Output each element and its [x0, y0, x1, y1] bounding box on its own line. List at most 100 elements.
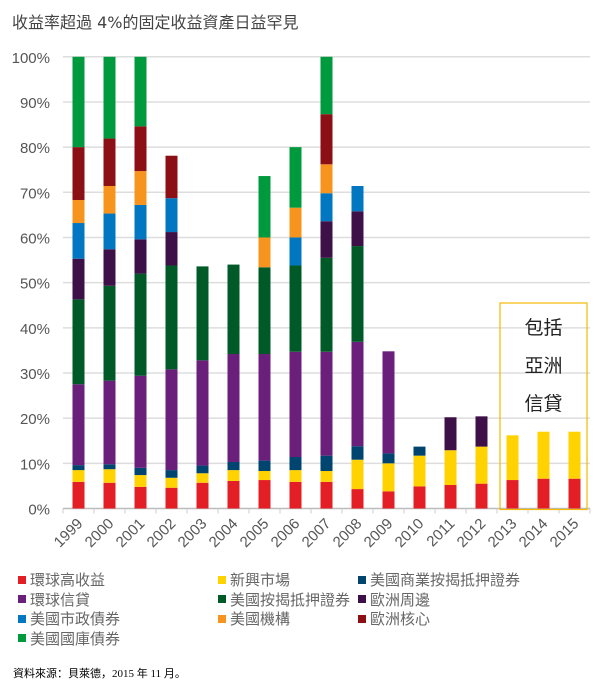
- x-tick-label: 2005: [237, 515, 273, 551]
- y-tick-label: 50%: [20, 276, 50, 293]
- y-tick-label: 30%: [20, 366, 50, 383]
- bar-segment: [227, 480, 240, 509]
- bar-segment: [165, 470, 178, 478]
- stacked-bar-chart: 0%10%20%30%40%50%60%70%80%90%100%1999200…: [12, 50, 591, 551]
- bar-segment: [475, 416, 488, 447]
- source-note: 資料來源：貝萊德，2015 年 11 月。: [13, 668, 186, 680]
- bar-segment: [289, 470, 302, 482]
- bar-segment: [568, 478, 581, 509]
- legend-item: 歐洲周邊: [358, 589, 430, 610]
- x-tick-label: 2011: [423, 515, 458, 550]
- annotation-text: 亞洲: [524, 355, 562, 377]
- x-tick-label: 2000: [82, 515, 118, 551]
- bar-segment: [320, 455, 333, 472]
- bar-segment: [320, 193, 333, 222]
- bar-segment: [351, 185, 364, 212]
- bar-segment: [72, 299, 85, 385]
- legend-swatch: [18, 634, 26, 642]
- bar-segment: [537, 478, 550, 509]
- x-tick-label: 2003: [175, 515, 211, 551]
- legend-label: 新興市場: [230, 571, 291, 589]
- bar-segment: [320, 56, 333, 115]
- legend-item: 環球信貸: [18, 589, 90, 610]
- x-tick-label: 2004: [206, 515, 242, 551]
- bar-segment: [165, 232, 178, 266]
- bar-segment: [72, 147, 85, 200]
- bar-segment: [134, 486, 147, 509]
- bar-segment: [196, 473, 209, 483]
- bar-segment: [227, 264, 240, 355]
- bar-segment: [351, 211, 364, 247]
- x-tick-label: 2002: [144, 515, 180, 551]
- bar-segment: [289, 457, 302, 471]
- bar-segment: [351, 489, 364, 509]
- legend-swatch: [218, 595, 226, 603]
- y-tick-label: 80%: [20, 140, 50, 157]
- legend-item: 美國市政債券: [18, 608, 120, 629]
- legend-label: 美國按揭抵押證券: [230, 590, 351, 609]
- bar-segment: [103, 213, 116, 250]
- bar-segment: [134, 56, 147, 127]
- bar-segment: [289, 237, 302, 266]
- annotation-text: 包括: [524, 317, 562, 339]
- x-tick-label: 2015: [547, 515, 583, 551]
- bar-segment: [103, 482, 116, 509]
- bar-segment: [382, 491, 395, 509]
- x-tick-label: 2012: [454, 515, 490, 551]
- bar-segment: [289, 207, 302, 238]
- bar-segment: [506, 480, 519, 509]
- legend-swatch: [18, 614, 26, 623]
- bar-segment: [227, 461, 240, 471]
- bar-segment: [351, 459, 364, 490]
- bar-segment: [165, 487, 178, 509]
- x-tick-label: 2006: [268, 515, 304, 551]
- bar-segment: [72, 199, 85, 224]
- bar-segment: [196, 360, 209, 466]
- bar-segment: [537, 431, 550, 479]
- x-tick-label: 2008: [330, 515, 366, 551]
- bar-segment: [103, 285, 116, 381]
- bar-segment: [444, 485, 457, 509]
- bar-segment: [227, 354, 240, 462]
- y-tick-label: 70%: [20, 185, 50, 202]
- legend-item: 歐洲核心: [358, 608, 430, 629]
- bar-segment: [475, 483, 488, 509]
- x-tick-label: 2010: [392, 515, 428, 551]
- legend-swatch: [18, 595, 26, 603]
- bar-segment: [382, 351, 395, 454]
- legend-label: 美國市政債券: [30, 610, 121, 628]
- bar-segment: [413, 486, 426, 509]
- bar-segment: [382, 463, 395, 492]
- legend-item: 環球高收益: [18, 569, 105, 590]
- bar-segment: [103, 138, 116, 186]
- bar-segment: [134, 273, 147, 376]
- annotation-text: 信貸: [524, 393, 562, 415]
- bar-segment: [258, 237, 271, 268]
- legend-swatch: [358, 575, 366, 584]
- x-tick-label: 2014: [516, 515, 552, 551]
- bar-segment: [444, 417, 457, 451]
- legend-item: 美國國庫債券: [18, 628, 120, 649]
- x-tick-label: 1999: [51, 515, 87, 551]
- legend-label: 歐洲核心: [370, 610, 431, 628]
- legend-label: 歐洲周邊: [370, 590, 431, 609]
- x-tick-label: 2001: [113, 515, 149, 551]
- x-tick-label: 2013: [485, 515, 521, 551]
- bar-segment: [72, 56, 85, 148]
- annotation-box: [499, 302, 588, 511]
- bar-segment: [134, 239, 147, 274]
- legend-item: 美國按揭抵押證券: [218, 589, 350, 610]
- legend-label: 環球高收益: [30, 571, 106, 589]
- bar-segment: [134, 126, 147, 172]
- bar-segment: [351, 341, 364, 447]
- bar-segment: [289, 147, 302, 208]
- bar-segment: [103, 380, 116, 465]
- bar-segment: [258, 267, 271, 355]
- bar-segment: [289, 265, 302, 352]
- chart-title: 收益率超過 4%的固定收益資產日益罕見: [12, 13, 299, 32]
- bar-segment: [258, 480, 271, 509]
- bar-segment: [134, 475, 147, 487]
- bar-segment: [165, 477, 178, 488]
- bar-segment: [227, 470, 240, 481]
- legend-swatch: [358, 614, 366, 623]
